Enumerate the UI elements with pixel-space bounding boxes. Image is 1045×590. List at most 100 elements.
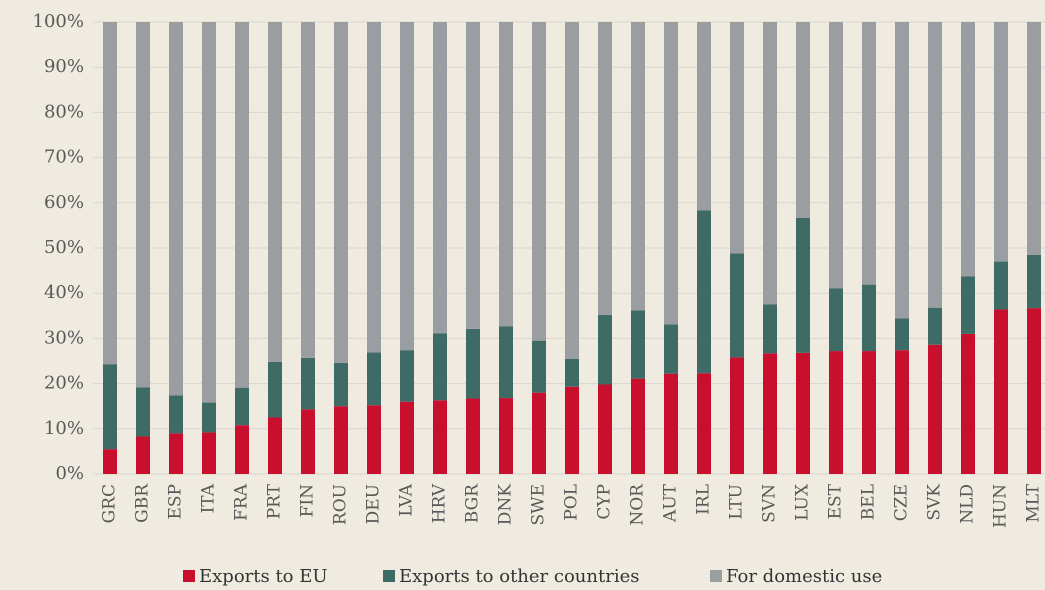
y-tick-label: 100% <box>33 11 84 32</box>
bar-segment <box>598 314 612 385</box>
x-tick-label: LUX <box>793 483 813 521</box>
x-tick-label: GBR <box>133 483 153 523</box>
bar-segment <box>664 324 678 374</box>
bar-segment <box>499 326 513 399</box>
legend-swatch <box>183 570 195 582</box>
bar-segment <box>565 358 579 387</box>
bar-segment <box>730 22 744 254</box>
x-tick-label: PRT <box>265 483 285 519</box>
x-tick-label: POL <box>562 484 582 521</box>
bar-segment <box>1027 254 1041 309</box>
x-tick-label: BGR <box>463 483 483 523</box>
bar-segment <box>367 22 381 353</box>
legend-label: Exports to EU <box>199 566 328 587</box>
x-tick-label: CZE <box>892 484 912 521</box>
y-tick-label: 70% <box>44 147 84 168</box>
y-tick-label: 20% <box>44 373 84 394</box>
bar-segment <box>433 22 447 334</box>
bar-segment <box>730 357 744 474</box>
bar-segment <box>136 387 150 437</box>
bar-segment <box>334 406 348 474</box>
legend-label: Exports to other countries <box>399 566 639 587</box>
bar-segment <box>697 373 711 474</box>
x-tick-label: SVN <box>760 484 780 523</box>
bar-segment <box>466 328 480 399</box>
bar-segment <box>961 276 975 334</box>
bar-segment <box>631 378 645 474</box>
bar-segment <box>268 417 282 474</box>
bar-segment <box>862 351 876 474</box>
bar-segment <box>697 210 711 374</box>
bar-segment <box>763 22 777 305</box>
bar-segment <box>862 284 876 352</box>
x-tick-label: IRL <box>694 484 714 515</box>
bar-segment <box>400 350 414 402</box>
bar-segment <box>202 432 216 474</box>
bar-segment <box>235 22 249 388</box>
bar-segment <box>961 333 975 474</box>
bar-segment <box>895 350 909 474</box>
y-tick-label: 50% <box>44 237 84 258</box>
bar-segment <box>169 433 183 474</box>
bar-segment <box>169 22 183 396</box>
bar-segment <box>796 22 810 218</box>
x-tick-label: SWE <box>529 484 549 526</box>
bar-segment <box>1027 22 1041 255</box>
x-tick-label: LVA <box>397 483 417 516</box>
y-tick-label: 40% <box>44 282 84 303</box>
bar-segment <box>466 398 480 474</box>
bar-segment <box>532 22 546 341</box>
legend-swatch <box>710 570 722 582</box>
x-tick-label: MLT <box>1024 483 1044 522</box>
bar-segment <box>334 22 348 363</box>
y-tick-label: 80% <box>44 101 84 122</box>
x-tick-label: FIN <box>298 484 318 518</box>
bar-segment <box>202 402 216 433</box>
x-tick-label: HRV <box>430 483 450 523</box>
x-tick-label: HUN <box>991 484 1011 528</box>
y-tick-label: 30% <box>44 327 84 348</box>
bar-segment <box>103 364 117 450</box>
bar-segment <box>994 261 1008 310</box>
bar-segment <box>202 22 216 403</box>
bar-segment <box>136 436 150 474</box>
bar-segment <box>928 307 942 345</box>
bar-segment <box>895 22 909 319</box>
x-tick-label: GRC <box>100 484 120 523</box>
bar-segment <box>598 22 612 315</box>
bar-segment <box>895 318 909 351</box>
bar-segment <box>268 22 282 362</box>
bar-segment <box>103 449 117 474</box>
bar-segment <box>400 22 414 351</box>
x-tick-label: NOR <box>628 483 648 526</box>
y-tick-label: 90% <box>44 56 84 77</box>
bar-segment <box>136 22 150 388</box>
bar-segment <box>1027 308 1041 474</box>
x-tick-label: NLD <box>958 484 978 524</box>
bar-segment <box>565 22 579 359</box>
x-tick-label: ESP <box>166 484 186 520</box>
bar-segment <box>499 22 513 327</box>
bar-segment <box>532 392 546 474</box>
bar-segment <box>697 22 711 211</box>
x-tick-label: SVK <box>925 484 945 521</box>
x-tick-label: AUT <box>661 483 681 523</box>
bar-segment <box>235 425 249 474</box>
y-tick-label: 0% <box>55 463 84 484</box>
bar-segment <box>994 309 1008 474</box>
x-tick-label: DNK <box>496 484 516 526</box>
bar-segment <box>169 395 183 434</box>
y-tick-label: 60% <box>44 192 84 213</box>
bar-segment <box>994 22 1008 262</box>
bar-segment <box>631 310 645 379</box>
legend-label: For domestic use <box>726 566 882 587</box>
bar-segment <box>532 340 546 393</box>
bar-segment <box>598 384 612 474</box>
x-tick-label: LTU <box>727 484 747 520</box>
bar-segment <box>433 333 447 401</box>
legend-swatch <box>383 570 395 582</box>
bar-segment <box>235 387 249 426</box>
bar-segment <box>631 22 645 311</box>
bar-segment <box>400 401 414 474</box>
